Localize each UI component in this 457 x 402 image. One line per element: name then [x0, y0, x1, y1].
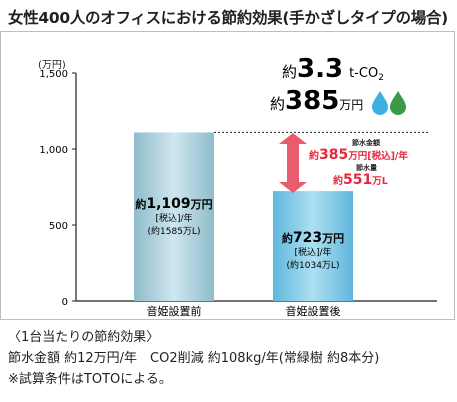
arrow-shaft [287, 143, 299, 183]
bar-before-sub1: [税込]/年 [155, 212, 192, 224]
bar-after-sub1: [税込]/年 [294, 246, 331, 258]
note-unit-savings: 節水金額 約12万円/年 CO2削減 約108kg/年(常緑樹 約8本分) [8, 351, 380, 366]
chart-panel [0, 31, 455, 320]
savings-money: 約385万円[税込]/年 [309, 147, 408, 163]
bar-after-labels: 約723万円 [税込]/年 (約1034万L) [282, 230, 344, 271]
bar-after-value: 約723万円 [282, 230, 344, 246]
x-label-after: 音姫設置後 [286, 304, 341, 318]
bar-chart: (万円) 1,500 1,000 500 0 音姫設置前 音姫設置後 約1,10… [38, 54, 437, 318]
water-drop-green-icon [390, 91, 406, 115]
arrow-head-up [279, 133, 307, 144]
money-summary: 約385万円 [270, 86, 363, 116]
bar-after-sub2: (約1034万L) [287, 259, 340, 271]
y-tick-label-0: 0 [62, 297, 68, 308]
y-tick-label-1000: 1,000 [39, 145, 68, 156]
footnotes: 〈1台当たりの節約効果〉 節水金額 約12万円/年 CO2削減 約108kg/年… [8, 327, 379, 390]
arrow-head-down [279, 182, 307, 193]
co2-summary: 約3.3 t-CO2 [282, 54, 384, 84]
chart-title: 女性400人のオフィスにおける節約効果(手かざしタイプの場合) [8, 9, 448, 27]
bar-before [134, 132, 214, 301]
y-tick-label-1500: 1,500 [39, 69, 68, 80]
savings-annotation: 節水金額 約385万円[税込]/年 節水量 約551万L [309, 138, 408, 188]
savings-water: 約551万L [333, 172, 388, 188]
savings-arrow [279, 133, 307, 193]
y-tick-label-500: 500 [49, 221, 68, 232]
bar-after [273, 191, 353, 301]
y-axis: 1,500 1,000 500 0 [39, 69, 437, 308]
savings-water-label: 節水量 [356, 163, 377, 172]
bar-before-labels: 約1,109万円 [税込]/年 (約1585万L) [135, 196, 212, 237]
bar-before-sub2: (約1585万L) [148, 225, 201, 237]
bar-before-value: 約1,109万円 [135, 196, 212, 212]
x-label-before: 音姫設置前 [147, 304, 202, 318]
water-drop-blue-icon [372, 91, 388, 115]
note-heading: 〈1台当たりの節約効果〉 [8, 330, 160, 345]
summary-badge: 約3.3 t-CO2 約385万円 [270, 54, 406, 116]
note-conditions: ※試算条件はTOTOによる。 [8, 372, 172, 387]
savings-money-label: 節水金額 [352, 138, 380, 147]
y-axis-unit-label: (万円) [38, 60, 66, 71]
